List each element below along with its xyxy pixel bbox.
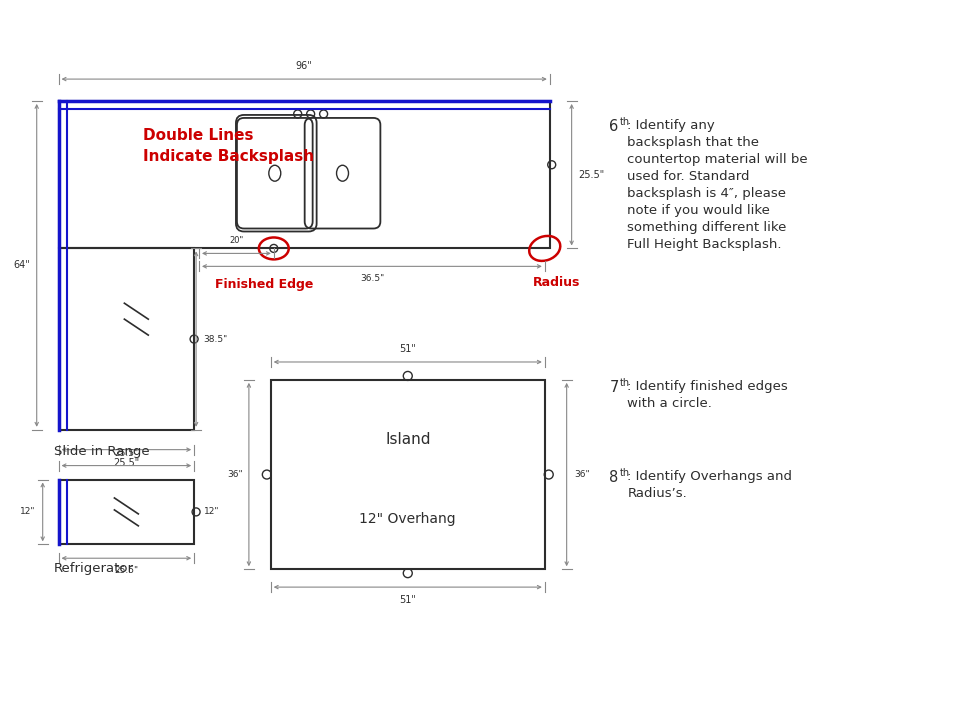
Text: 25.5": 25.5" — [113, 457, 140, 467]
Text: : Identify Overhangs and
Radius’s.: : Identify Overhangs and Radius’s. — [627, 470, 793, 500]
Text: 12" Overhang: 12" Overhang — [359, 513, 456, 526]
Text: Slide in Range: Slide in Range — [54, 445, 149, 457]
Text: 96": 96" — [295, 61, 313, 71]
Text: Refrigerator: Refrigerator — [54, 562, 134, 575]
Text: 20": 20" — [229, 237, 244, 245]
Bar — [58, 248, 194, 429]
Text: 36": 36" — [228, 470, 243, 479]
Text: Double Lines
Indicate Backsplash: Double Lines Indicate Backsplash — [143, 128, 315, 163]
Text: Island: Island — [385, 432, 430, 447]
Text: : Identify any
backsplash that the
countertop material will be
used for. Standar: : Identify any backsplash that the count… — [627, 119, 808, 251]
Text: 12": 12" — [204, 508, 220, 516]
Text: 51": 51" — [400, 344, 416, 354]
Text: 12": 12" — [20, 508, 35, 516]
Bar — [58, 101, 550, 248]
Text: 7: 7 — [610, 380, 619, 395]
Text: 64": 64" — [13, 260, 30, 270]
Text: 25.5": 25.5" — [115, 566, 139, 575]
Text: 25.5": 25.5" — [578, 170, 605, 180]
Text: 8: 8 — [610, 470, 619, 485]
Text: 6: 6 — [610, 119, 619, 134]
Text: th: th — [619, 378, 630, 388]
Text: 36": 36" — [575, 470, 590, 479]
Text: th: th — [619, 117, 630, 127]
Text: : Identify finished edges
with a circle.: : Identify finished edges with a circle. — [627, 380, 788, 410]
Text: th: th — [619, 467, 630, 478]
Text: 38.5": 38.5" — [203, 335, 228, 343]
Text: Finished Edge: Finished Edge — [215, 278, 313, 291]
Text: Radius: Radius — [533, 276, 580, 290]
Text: 25.5": 25.5" — [115, 449, 139, 457]
Text: 51": 51" — [400, 595, 416, 605]
Bar — [271, 380, 545, 569]
Text: 36.5": 36.5" — [359, 275, 384, 283]
Bar — [58, 480, 194, 544]
